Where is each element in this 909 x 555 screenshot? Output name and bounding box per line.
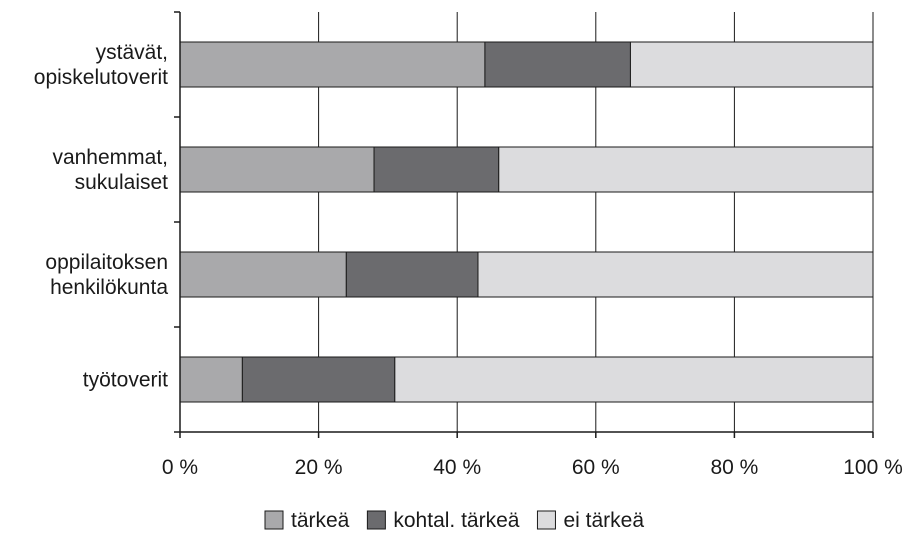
category-label: työtoverit bbox=[83, 369, 168, 392]
bar-segment-2-row-2 bbox=[373, 146, 500, 193]
x-tick-label: 100 % bbox=[843, 456, 903, 479]
x-tick-label: 0 % bbox=[162, 456, 198, 479]
category-label: ystävät, opiskelutoverit bbox=[34, 41, 168, 89]
x-tick-label: 60 % bbox=[572, 456, 620, 479]
bars bbox=[179, 41, 874, 403]
legend-swatch-3 bbox=[536, 510, 556, 530]
bar-segment-1-row-2 bbox=[179, 146, 375, 193]
bar-segment-3-row-3 bbox=[477, 251, 874, 298]
x-tick-labels: 0 % 20 % 40 % 60 % 80 % 100 % bbox=[162, 456, 903, 479]
category-label: vanhemmat, sukulaiset bbox=[52, 146, 168, 194]
category-label: oppilaitoksen henkilökunta bbox=[45, 251, 168, 299]
bar-segment-2-row-1 bbox=[484, 41, 631, 88]
x-tick-label: 40 % bbox=[433, 456, 481, 479]
bar-segment-1-row-3 bbox=[179, 251, 347, 298]
legend-label-3: ei tärkeä bbox=[563, 509, 644, 532]
x-tick-label: 20 % bbox=[295, 456, 343, 479]
legend: tärkeä kohtal. tärkeä ei tärkeä bbox=[264, 509, 644, 532]
bar-segment-1-row-1 bbox=[179, 41, 486, 88]
axes bbox=[174, 11, 874, 438]
bar-segment-2-row-4 bbox=[241, 356, 396, 403]
legend-swatch-2 bbox=[366, 510, 386, 530]
category-labels: ystävät, opiskelutoverit vanhemmat, sukulai… bbox=[34, 41, 169, 392]
bar-segment-3-row-2 bbox=[498, 146, 874, 193]
legend-swatch-1 bbox=[264, 510, 284, 530]
bar-segment-1-row-4 bbox=[179, 356, 243, 403]
bar-segment-2-row-3 bbox=[345, 251, 479, 298]
x-tick-label: 80 % bbox=[710, 456, 758, 479]
legend-label-1: tärkeä bbox=[291, 509, 350, 532]
bar-segment-3-row-1 bbox=[629, 41, 874, 88]
bar-segment-3-row-4 bbox=[394, 356, 874, 403]
legend-label-2: kohtal. tärkeä bbox=[393, 509, 519, 532]
